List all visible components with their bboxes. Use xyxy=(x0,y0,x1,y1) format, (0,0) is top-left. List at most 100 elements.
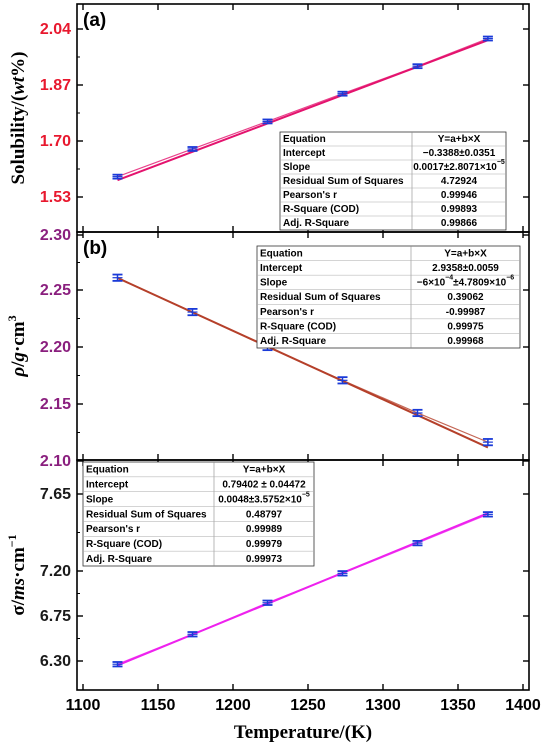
y-tick-label: 6.30 xyxy=(40,653,71,670)
error-bar xyxy=(112,173,123,180)
y-tick-label: 2.25 xyxy=(40,282,71,299)
y-axis-label-part: / xyxy=(8,361,29,368)
stats-table: Equation Y=a+b×X Intercept 2.9358±0.0059 Slo… xyxy=(256,245,521,349)
x-tick-label: 1400 xyxy=(505,697,541,714)
stats-table-row-value: 0.99979 xyxy=(246,539,283,550)
stats-table-row-value: 4.72924 xyxy=(441,176,478,187)
y-tick-label: 1.87 xyxy=(40,77,71,94)
y-axis-label-part: −1 xyxy=(5,534,19,547)
y-tick-label: 2.15 xyxy=(40,396,71,413)
y-axis-label-part: ρ xyxy=(8,367,29,378)
error-bar xyxy=(112,661,123,668)
y-tick-label: 7.20 xyxy=(40,563,71,580)
stats-table: Equation Y=a+b×X Intercept −0.3388±0.0351 Sl… xyxy=(279,131,507,231)
stats-table-row-label: Intercept xyxy=(283,148,326,159)
stats-table-sup: −4 xyxy=(445,275,453,282)
stats-table-row-label: Residual Sum of Squares xyxy=(260,292,381,303)
stats-table-row-label: R-Square (COD) xyxy=(260,321,336,332)
panel-label: (a) xyxy=(83,10,106,31)
stats-table-header-label: Equation xyxy=(283,134,326,145)
stats-table-row-label: Adj. R-Square xyxy=(86,554,153,565)
error-bar xyxy=(412,408,423,418)
series-line xyxy=(117,277,489,443)
y-tick-label: 2.10 xyxy=(40,453,71,470)
stats-table-value-part: 0.99866 xyxy=(441,218,478,229)
stats-table-row-value: 0.99989 xyxy=(246,524,283,535)
stats-table-row-value: 0.48797 xyxy=(246,509,283,520)
stats-table-value-part: −6×10 xyxy=(417,278,446,289)
stats-table-value-part: 0.99968 xyxy=(447,336,484,347)
stats-table-header-label: Equation xyxy=(86,465,129,476)
error-bar xyxy=(187,146,198,152)
y-axis-label-part: ·cm xyxy=(8,321,29,352)
stats-table-row-label: Pearson's r xyxy=(86,524,140,535)
error-bar xyxy=(187,308,198,317)
y-tick-label: 2.20 xyxy=(40,339,71,356)
stats-table-row-value: 0.99973 xyxy=(246,554,283,565)
stats-table-row-label: R-Square (COD) xyxy=(86,539,162,550)
x-tick-label: 1100 xyxy=(66,697,101,714)
x-tick-label: 1350 xyxy=(440,697,476,714)
stats-table-row-value: -0.99987 xyxy=(446,307,486,318)
stats-table-value-part: 0.48797 xyxy=(246,509,283,520)
stats-table-box xyxy=(256,245,521,349)
y-tick-label: 7.65 xyxy=(40,486,71,503)
stats-table-box xyxy=(82,461,315,567)
y-axis-label: ρ/g·cm3 xyxy=(5,315,29,377)
error-bar xyxy=(412,63,423,70)
stats-table-value-part: -0.99987 xyxy=(446,307,486,318)
stats-table-value-part: −0.3388±0.0351 xyxy=(423,148,496,159)
x-tick-label: 1200 xyxy=(215,697,251,714)
stats-table-value-part: 0.99893 xyxy=(441,204,478,215)
stats-table-value-part: 0.0048±3.5752×10 xyxy=(218,494,302,505)
stats-table-sup: −5 xyxy=(497,159,505,166)
stats-table-row-label: Slope xyxy=(86,494,114,505)
error-bar xyxy=(262,118,273,125)
y-tick-label: 1.70 xyxy=(40,133,71,150)
stats-table-value-part: 2.9358±0.0059 xyxy=(432,263,499,274)
stats-table-row-value: −0.3388±0.0351 xyxy=(423,148,496,159)
stats-table-row-label: Pearson's r xyxy=(283,190,337,201)
stats-table-row-label: Adj. R-Square xyxy=(283,218,350,229)
stats-table-value-part: 0.79402 ± 0.04472 xyxy=(222,480,306,491)
stats-table-row-label: Slope xyxy=(260,278,288,289)
plot-frame xyxy=(76,459,530,691)
stats-table-header-label: Equation xyxy=(260,248,303,259)
error-bar xyxy=(187,631,198,638)
x-axis-label: Temperature/(K) xyxy=(234,722,372,743)
y-axis-label-part: %) xyxy=(8,51,29,76)
stats-table-row-value: 0.0017±2.8071×10−5 xyxy=(413,159,505,173)
stats-table-row-label: Intercept xyxy=(260,263,303,274)
stats-table-value-part: 0.39062 xyxy=(447,292,484,303)
panel-2: 2.10 2.15 2.20 2.25 2.30 (b) ρ/g·cm3 Equation Y=… xyxy=(5,227,530,470)
stats-table-row-value: 0.99946 xyxy=(441,190,478,201)
y-tick-label: 1.53 xyxy=(40,189,71,206)
y-axis-label: σ/ms·cm−1 xyxy=(5,534,29,615)
error-bar xyxy=(262,599,273,606)
stats-table-row-label: Residual Sum of Squares xyxy=(86,509,207,520)
stats-table-row-label: Residual Sum of Squares xyxy=(283,176,404,187)
stats-table-row-value: 0.99893 xyxy=(441,204,478,215)
error-bar xyxy=(337,570,348,577)
panel-label: (b) xyxy=(83,238,107,259)
stats-table-header-value: Y=a+b×X xyxy=(243,465,286,476)
stats-table-box xyxy=(279,131,507,231)
error-bar xyxy=(482,35,493,42)
y-tick-label: 2.04 xyxy=(40,21,71,38)
y-axis-label-part: ms xyxy=(8,578,29,600)
error-bar xyxy=(337,90,348,97)
stats-table-row-value: −6×10−4±4.7809×10−6 xyxy=(417,275,514,289)
stats-table-row-value: 0.99975 xyxy=(447,321,484,332)
stats-table: Equation Y=a+b×X Intercept 0.79402 ± 0.0447… xyxy=(82,461,315,567)
panel-1: 1.53 1.70 1.87 2.04 (a) Solubility/(wt%) Equat… xyxy=(8,3,530,233)
y-tick-label: 6.75 xyxy=(40,608,71,625)
stats-table-row-value: 2.9358±0.0059 xyxy=(432,263,499,274)
series-line xyxy=(117,513,489,665)
stats-table-value-part: ±4.7809×10 xyxy=(453,278,506,289)
y-tick-label: 2.30 xyxy=(40,227,71,244)
y-axis-label-part: 3 xyxy=(5,315,19,321)
stats-table-header-value: Y=a+b×X xyxy=(444,248,487,259)
stats-table-row-value: 0.39062 xyxy=(447,292,484,303)
stats-table-row-value: 0.99866 xyxy=(441,218,478,229)
stats-table-row-value: 0.0048±3.5752×10−5 xyxy=(218,491,310,505)
